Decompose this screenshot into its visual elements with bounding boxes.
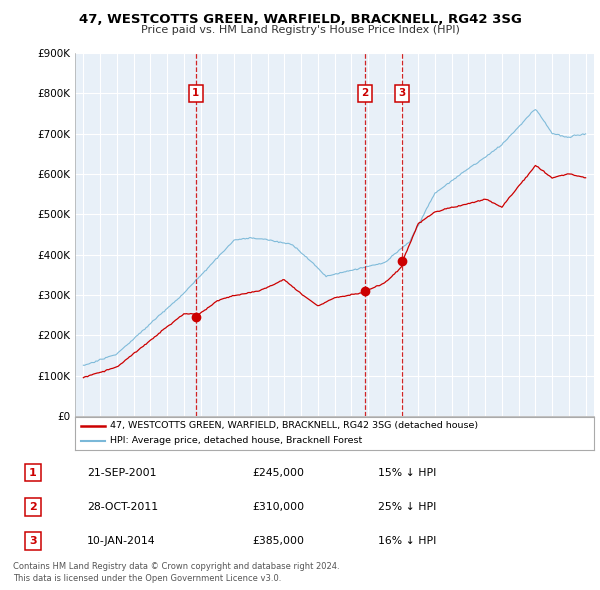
Text: 3: 3 (29, 536, 37, 546)
Text: 47, WESTCOTTS GREEN, WARFIELD, BRACKNELL, RG42 3SG (detached house): 47, WESTCOTTS GREEN, WARFIELD, BRACKNELL… (110, 421, 478, 430)
Text: 2: 2 (29, 502, 37, 512)
Text: 1: 1 (29, 468, 37, 477)
Text: 10-JAN-2014: 10-JAN-2014 (87, 536, 155, 546)
Text: 3: 3 (398, 88, 406, 99)
Text: 1: 1 (192, 88, 200, 99)
Text: Contains HM Land Registry data © Crown copyright and database right 2024.
This d: Contains HM Land Registry data © Crown c… (13, 562, 340, 583)
Text: 28-OCT-2011: 28-OCT-2011 (87, 502, 158, 512)
Text: 25% ↓ HPI: 25% ↓ HPI (378, 502, 436, 512)
Text: £385,000: £385,000 (252, 536, 304, 546)
Text: 47, WESTCOTTS GREEN, WARFIELD, BRACKNELL, RG42 3SG: 47, WESTCOTTS GREEN, WARFIELD, BRACKNELL… (79, 13, 521, 26)
Text: Price paid vs. HM Land Registry's House Price Index (HPI): Price paid vs. HM Land Registry's House … (140, 25, 460, 35)
Text: £310,000: £310,000 (252, 502, 304, 512)
Text: 15% ↓ HPI: 15% ↓ HPI (378, 468, 436, 477)
Text: £245,000: £245,000 (252, 468, 304, 477)
Text: 16% ↓ HPI: 16% ↓ HPI (378, 536, 436, 546)
Text: HPI: Average price, detached house, Bracknell Forest: HPI: Average price, detached house, Brac… (110, 437, 362, 445)
Text: 2: 2 (362, 88, 369, 99)
Text: 21-SEP-2001: 21-SEP-2001 (87, 468, 157, 477)
